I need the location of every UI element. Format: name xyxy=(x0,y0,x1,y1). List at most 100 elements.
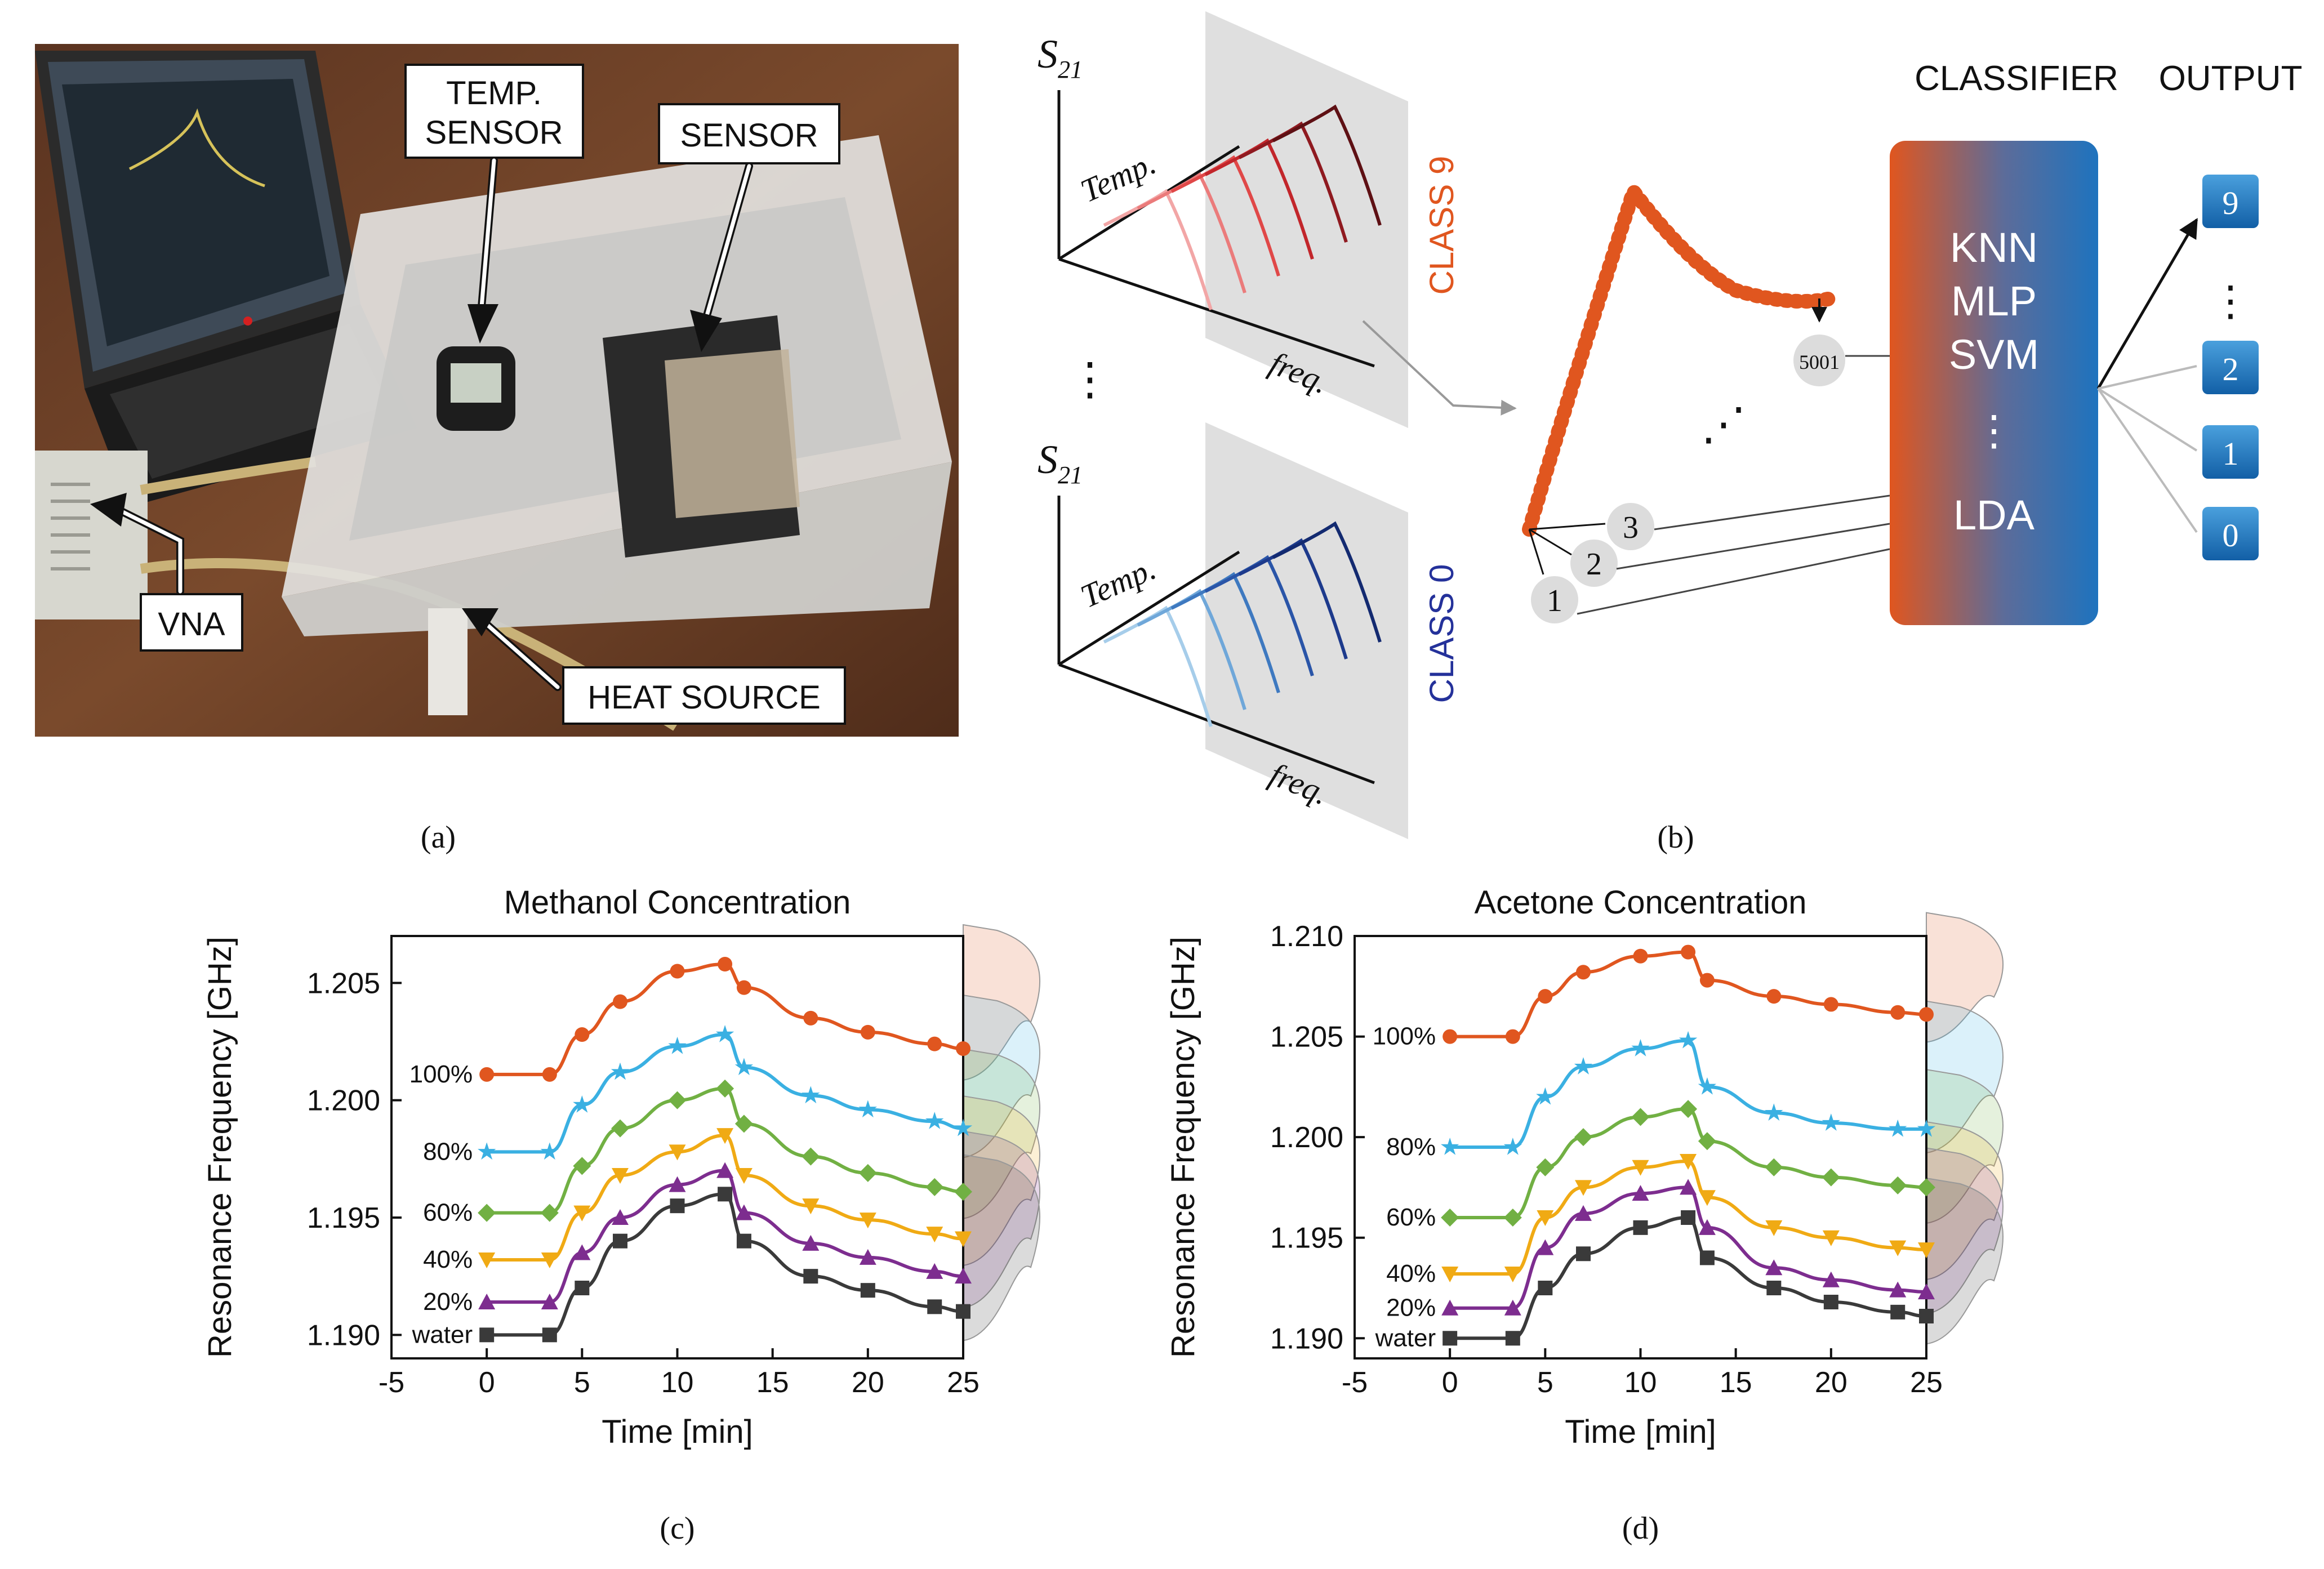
chart-c-xtick-label-6: 25 xyxy=(947,1366,980,1399)
chart-c-point-1-3 xyxy=(611,1062,630,1080)
chart-d-ytick-label-1: 1.195 xyxy=(1270,1222,1343,1255)
chart-d-distribution-ridges xyxy=(1926,912,2004,1345)
chart-c-xtick-label-1: 0 xyxy=(479,1366,495,1399)
chart-d-point-0-10 xyxy=(1919,1007,1934,1022)
heat-source-callout-box xyxy=(562,666,846,725)
chart-c-point-4-8 xyxy=(859,1249,876,1265)
chart-c-point-5-10 xyxy=(956,1304,970,1319)
chart-c-point-1-7 xyxy=(802,1086,820,1104)
chart-d-point-4-2 xyxy=(1537,1239,1554,1255)
chart-d-series-100pct: 100% xyxy=(1373,944,1934,1050)
chart-c-point-1-4 xyxy=(668,1036,687,1054)
chart-d-point-1-2 xyxy=(1536,1087,1555,1105)
chart-c-point-3-6 xyxy=(735,1168,753,1184)
chart-c-point-0-6 xyxy=(736,980,751,995)
output-label-9: 9 xyxy=(2223,185,2239,221)
chart-d-point-2-6 xyxy=(1698,1132,1716,1151)
chart-d-ytick-label-0: 1.190 xyxy=(1270,1322,1343,1355)
chart-c-ridge-4 xyxy=(963,1130,1040,1309)
chart-d-caption: (d) xyxy=(1622,1511,1659,1546)
chart-c-point-5-7 xyxy=(803,1269,818,1284)
chart-d-point-5-8 xyxy=(1823,1295,1838,1309)
chart-c-point-2-5 xyxy=(716,1079,734,1098)
chart-d-point-2-3 xyxy=(1574,1128,1592,1147)
model-mlp: MLP xyxy=(1951,278,2037,324)
chart-d-ytick-label-3: 1.205 xyxy=(1270,1021,1343,1054)
feature-label-3: 3 xyxy=(1623,510,1639,545)
chart-d-point-3-1 xyxy=(1504,1267,1521,1282)
chart-c-point-4-2 xyxy=(573,1244,591,1260)
chart-c-ytick-label-0: 1.190 xyxy=(307,1319,380,1352)
chart-d-line-4 xyxy=(1450,1185,1927,1310)
chart-c-point-3-3 xyxy=(612,1168,629,1184)
chart-c-series-label-1: 80% xyxy=(423,1138,473,1165)
chart-c-line-5 xyxy=(487,1192,964,1337)
chart-c-series-100pct: 100% xyxy=(409,957,970,1088)
chart-c-point-0-8 xyxy=(860,1024,875,1040)
output-arrow-0 xyxy=(2097,387,2198,533)
chart-d-xtick-label-3: 10 xyxy=(1624,1366,1657,1399)
chart-d-series-label-0: 100% xyxy=(1373,1023,1436,1050)
chart-d-point-4-9 xyxy=(1889,1281,1907,1298)
chart-c-point-3-7 xyxy=(802,1198,820,1215)
chart-d-ridge-5 xyxy=(1926,1177,2004,1345)
chart-d-point-3-5 xyxy=(1680,1154,1697,1170)
panel-a-photo: TEMP. SENSOR SENSOR VNA HEAT SOURCE (a) xyxy=(35,44,959,855)
chart-d-point-2-4 xyxy=(1631,1108,1650,1126)
chart-d-point-0-0 xyxy=(1443,1029,1458,1044)
chart-d-xtick-label-4: 15 xyxy=(1720,1366,1752,1399)
feature-label-1: 1 xyxy=(1547,583,1562,618)
output-box-9 xyxy=(2202,175,2259,228)
chart-d-point-3-3 xyxy=(1575,1180,1592,1196)
chart-c-series-20pct: 20% xyxy=(423,1162,972,1316)
chart-c-series-label-4: 20% xyxy=(423,1288,473,1316)
chart-d-point-4-10 xyxy=(1918,1283,1935,1300)
chart-c-point-0-1 xyxy=(542,1067,557,1082)
chart-d-xtick-label-6: 25 xyxy=(1910,1366,1943,1399)
chart-d-series-water: water xyxy=(1375,1210,1934,1352)
chart-c-point-2-2 xyxy=(573,1157,591,1175)
chart-c-point-5-2 xyxy=(575,1281,590,1295)
chart-d-point-1-8 xyxy=(1822,1113,1841,1131)
chart-d-point-5-7 xyxy=(1766,1281,1782,1295)
chart-d-point-4-3 xyxy=(1575,1205,1592,1221)
chart-d-point-4-4 xyxy=(1632,1185,1649,1201)
chart-d-ytick-label-2: 1.200 xyxy=(1270,1121,1343,1154)
chart-d-xtick-label-1: 0 xyxy=(1442,1366,1458,1399)
chart-c-point-5-0 xyxy=(479,1327,495,1343)
output-box-0 xyxy=(2202,507,2259,560)
chart-d-point-3-0 xyxy=(1441,1267,1459,1282)
chart-c-xtick-label-0: -5 xyxy=(379,1366,404,1399)
chart-c-point-4-3 xyxy=(612,1209,629,1225)
chart-c-point-1-0 xyxy=(477,1142,496,1160)
class0-3d-plot: S21 Temp. freq. CLASS 0 xyxy=(1038,422,1461,839)
feature-node-3 xyxy=(1607,503,1654,550)
chart-d-point-4-7 xyxy=(1765,1259,1783,1276)
caption-b: (b) xyxy=(1657,820,1694,855)
chart-c-series-label-0: 100% xyxy=(409,1060,473,1088)
output-arrow-2 xyxy=(2098,365,2197,390)
model-svm: SVM xyxy=(1949,331,2039,378)
chart-c-point-5-1 xyxy=(542,1327,557,1343)
chart-d-ridge-4 xyxy=(1926,1147,2004,1314)
chart-d-point-4-8 xyxy=(1822,1271,1840,1287)
chart-c-title: Methanol Concentration xyxy=(504,884,851,921)
panel-b-schematic: S21 Temp. freq. CLASS 9 ⋮ S21 Temp. freq… xyxy=(1038,11,2302,855)
chart-c-point-5-8 xyxy=(860,1283,875,1298)
output-arrow-1 xyxy=(2097,387,2198,452)
chart-d-point-4-5 xyxy=(1680,1179,1697,1195)
chart-c-point-1-9 xyxy=(925,1112,944,1129)
output-label-0: 0 xyxy=(2223,517,2239,554)
chart-d-ylabel: Resonance Frequency [GHz] xyxy=(1165,937,1201,1358)
chart-d-point-5-2 xyxy=(1538,1281,1553,1295)
chart-c-xtick-label-2: 5 xyxy=(574,1366,590,1399)
chart-c-point-4-5 xyxy=(716,1162,734,1178)
chart-c-ytick-label-3: 1.205 xyxy=(307,967,380,1000)
chart-d-ytick-label-4: 1.210 xyxy=(1270,920,1343,953)
chart-d-series-label-4: 20% xyxy=(1386,1294,1436,1322)
chart-d-point-1-7 xyxy=(1765,1103,1783,1121)
photo-callouts: TEMP. SENSOR SENSOR VNA HEAT SOURCE xyxy=(90,64,846,725)
chart-d-xtick-label-0: -5 xyxy=(1342,1366,1368,1399)
chart-d-point-0-2 xyxy=(1538,989,1553,1004)
chart-d-point-0-3 xyxy=(1576,965,1591,980)
